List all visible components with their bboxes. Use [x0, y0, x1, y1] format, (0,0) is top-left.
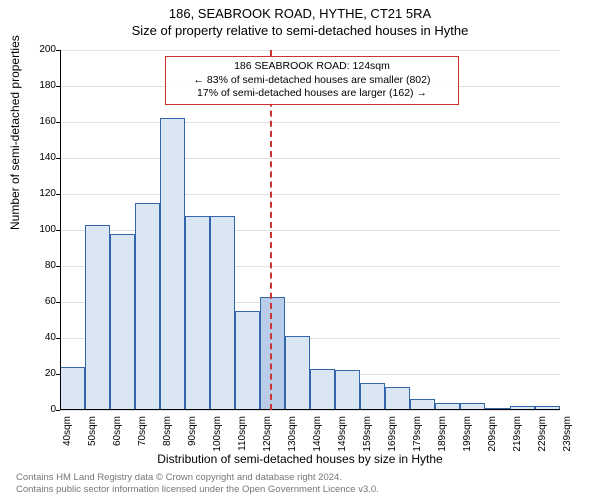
chart-subtitle: Size of property relative to semi-detach… — [0, 23, 600, 38]
histogram-bar — [385, 387, 410, 410]
y-tick-label: 160 — [16, 116, 56, 127]
histogram-bar — [310, 369, 335, 410]
histogram-bar — [210, 216, 235, 410]
y-tick-mark — [56, 266, 60, 267]
x-tick-label: 130sqm — [287, 416, 298, 456]
x-tick-label: 110sqm — [237, 416, 248, 456]
histogram-bar — [185, 216, 210, 410]
histogram-bar — [85, 225, 110, 410]
y-tick-mark — [56, 302, 60, 303]
y-tick-mark — [56, 230, 60, 231]
x-tick-label: 50sqm — [87, 416, 98, 456]
y-tick-label: 80 — [16, 260, 56, 271]
y-tick-mark — [56, 122, 60, 123]
x-tick-label: 120sqm — [262, 416, 273, 456]
page-title: 186, SEABROOK ROAD, HYTHE, CT21 5RA — [0, 6, 600, 21]
y-tick-label: 200 — [16, 44, 56, 55]
y-tick-mark — [56, 50, 60, 51]
x-tick-label: 80sqm — [162, 416, 173, 456]
x-tick-label: 40sqm — [62, 416, 73, 456]
x-tick-label: 229sqm — [537, 416, 548, 456]
x-tick-label: 189sqm — [437, 416, 448, 456]
y-axis-line — [60, 50, 61, 410]
x-tick-label: 70sqm — [137, 416, 148, 456]
annotation-box: 186 SEABROOK ROAD: 124sqm ← 83% of semi-… — [165, 56, 459, 105]
x-tick-label: 199sqm — [462, 416, 473, 456]
histogram-bar — [360, 383, 385, 410]
y-tick-label: 20 — [16, 368, 56, 379]
histogram-bar — [235, 311, 260, 410]
y-axis-label: Number of semi-detached properties — [8, 35, 22, 230]
x-tick-label: 239sqm — [562, 416, 573, 456]
x-tick-label: 159sqm — [362, 416, 373, 456]
y-tick-mark — [56, 338, 60, 339]
histogram-bar — [285, 336, 310, 410]
histogram-bar — [260, 297, 285, 410]
annotation-line1: 186 SEABROOK ROAD: 124sqm — [172, 60, 452, 74]
gridline — [60, 410, 560, 411]
x-tick-label: 90sqm — [187, 416, 198, 456]
y-tick-label: 100 — [16, 224, 56, 235]
x-tick-label: 60sqm — [112, 416, 123, 456]
y-tick-label: 40 — [16, 332, 56, 343]
histogram-bar — [135, 203, 160, 410]
x-tick-label: 140sqm — [312, 416, 323, 456]
y-tick-label: 0 — [16, 404, 56, 415]
y-tick-mark — [56, 374, 60, 375]
y-tick-mark — [56, 194, 60, 195]
histogram-bar — [110, 234, 135, 410]
y-tick-mark — [56, 86, 60, 87]
y-tick-label: 60 — [16, 296, 56, 307]
footer-line1: Contains HM Land Registry data © Crown c… — [16, 472, 379, 484]
x-tick-label: 169sqm — [387, 416, 398, 456]
y-tick-label: 140 — [16, 152, 56, 163]
histogram-bar — [160, 118, 185, 410]
footer-line2: Contains public sector information licen… — [16, 484, 379, 496]
x-axis-line — [60, 409, 560, 410]
x-tick-label: 179sqm — [412, 416, 423, 456]
y-tick-mark — [56, 158, 60, 159]
x-tick-label: 100sqm — [212, 416, 223, 456]
x-tick-label: 219sqm — [512, 416, 523, 456]
histogram-bar — [60, 367, 85, 410]
footer: Contains HM Land Registry data © Crown c… — [16, 472, 379, 496]
x-tick-label: 149sqm — [337, 416, 348, 456]
histogram-bar — [335, 370, 360, 410]
y-tick-label: 120 — [16, 188, 56, 199]
annotation-line3: 17% of semi-detached houses are larger (… — [172, 87, 452, 101]
annotation-line2: ← 83% of semi-detached houses are smalle… — [172, 74, 452, 88]
x-tick-label: 209sqm — [487, 416, 498, 456]
y-tick-label: 180 — [16, 80, 56, 91]
chart-area: 186 SEABROOK ROAD: 124sqm ← 83% of semi-… — [60, 50, 560, 410]
y-tick-mark — [56, 410, 60, 411]
